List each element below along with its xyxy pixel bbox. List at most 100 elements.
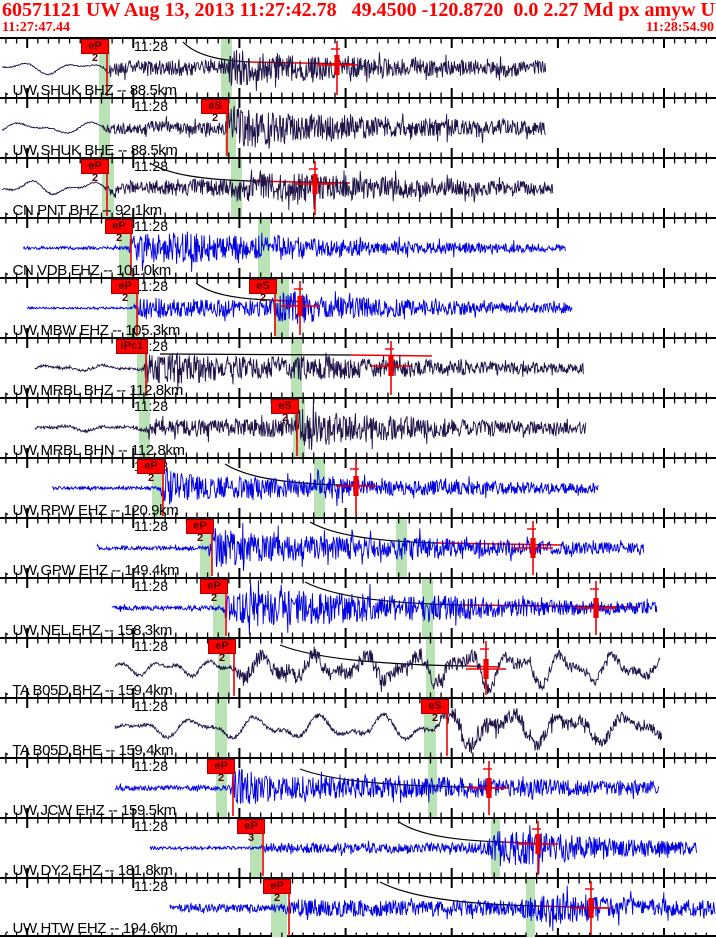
pick-label[interactable]: eP 2 (81, 159, 109, 184)
trace-panel[interactable]: 11:28 . UW SHUK BHE -- 88.5km eS 2 (0, 97, 716, 158)
waveform-plot[interactable] (0, 699, 716, 757)
waveform-trace[interactable] (51, 467, 599, 507)
trace-panel[interactable]: 11:28 . UW JCW EHZ -- 159.5km eP 2 (0, 757, 716, 818)
minute-label: 11:28 (134, 398, 168, 414)
time-tick-marks (5, 212, 708, 217)
coda-duration-marker[interactable] (576, 581, 616, 635)
waveform-trace[interactable] (114, 769, 660, 805)
trace-panel[interactable]: 11:28 . UW GPW EHZ -- 149.4km eP 2 (0, 517, 716, 578)
pick-label[interactable]: eP 2 (186, 519, 214, 544)
pick-window-band[interactable] (139, 399, 150, 457)
trace-panel-list: 11:28. UW SHUK BHZ -- 88.5km eP 2 11:28. U… (0, 37, 716, 937)
coda-duration-marker[interactable] (295, 161, 335, 215)
pick-label[interactable]: eP 2 (263, 879, 291, 904)
waveform-trace[interactable] (96, 522, 645, 571)
waveform-trace[interactable] (114, 646, 661, 694)
coda-duration-marker[interactable] (469, 761, 509, 815)
waveform-plot[interactable] (0, 219, 716, 277)
pick-label[interactable]: eP 2 (111, 279, 139, 304)
time-tick-marks (26, 868, 665, 877)
waveform-trace[interactable] (114, 707, 663, 754)
waveform-trace[interactable] (169, 885, 716, 931)
trace-panel[interactable]: 11:28. UW MRBL BHZ -- 112.8km iPc1 (0, 337, 716, 398)
coda-duration-marker[interactable] (571, 881, 611, 935)
waveform-plot[interactable] (0, 519, 716, 577)
coda-duration-marker[interactable] (371, 341, 411, 395)
coda-duration-marker[interactable] (317, 41, 357, 95)
pick-label[interactable]: eS 2 (249, 279, 277, 304)
minute-label: 11:28 (134, 758, 168, 774)
waveform-trace[interactable] (111, 580, 658, 635)
station-label: . UW HTW EHZ -- 194.6km (5, 920, 178, 937)
trace-panel[interactable]: 11:28 . UW MBW EHZ -- 105.3km eP 2 eS 2 (0, 277, 716, 338)
minute-label: 11:28 (134, 518, 168, 534)
pick-window-band[interactable] (216, 759, 227, 817)
pick-label[interactable]: eS 2 (421, 699, 449, 724)
coda-decay-curve (195, 282, 271, 301)
pick-label[interactable]: eP 2 (208, 639, 236, 664)
trace-panel[interactable]: 11:28 . CN VDB EHZ -- 101.0km eP 2 (0, 217, 716, 279)
coda-duration-marker[interactable] (513, 521, 553, 575)
coda-duration-marker[interactable] (280, 281, 320, 335)
time-tick-marks (26, 208, 665, 217)
waveform-plot[interactable] (0, 759, 716, 817)
time-tick-marks (5, 339, 708, 344)
pick-window-band[interactable] (99, 39, 110, 97)
waveform-plot[interactable] (0, 399, 716, 457)
trace-panel[interactable]: 11:28 . UW NEL EHZ -- 158.3km eP 2 (0, 577, 716, 638)
coda-duration-marker[interactable] (336, 461, 376, 515)
time-tick-marks (5, 152, 708, 157)
pick-label[interactable]: iPc1 (116, 339, 148, 354)
pick-label[interactable]: eS 2 (271, 399, 299, 424)
pick-label[interactable]: eS 2 (201, 99, 229, 124)
coda-decay-curve (159, 353, 351, 356)
waveform-trace[interactable] (149, 825, 698, 875)
time-tick-marks (5, 512, 708, 517)
trace-panel[interactable]: 11:28 . UW HTW EHZ -- 194.6km eP 2 (0, 877, 716, 937)
pick-label[interactable]: eP 3 (237, 819, 265, 844)
coda-duration-marker[interactable] (518, 821, 558, 875)
pick-window-band[interactable] (426, 639, 435, 697)
waveform-plot[interactable] (0, 99, 716, 157)
time-tick-marks (5, 692, 708, 697)
time-tick-marks (5, 159, 708, 164)
waveform-plot[interactable] (0, 579, 716, 637)
waveform-plot[interactable] (0, 39, 716, 97)
pick-label[interactable]: eP 2 (200, 579, 228, 604)
waveform-trace[interactable] (1, 169, 554, 211)
trace-panel[interactable]: 11:28 . TA B05D,BHZ -- 159.4km eP 2 (0, 637, 716, 698)
waveform-trace[interactable] (34, 400, 587, 451)
time-tick-marks (5, 819, 708, 824)
pick-window-band[interactable] (291, 339, 302, 397)
trace-panel[interactable]: 11:28 . CN PNT BHZ -- 92.1km eP 2 (0, 157, 716, 218)
waveform-plot[interactable] (0, 159, 716, 217)
waveform-plot[interactable] (0, 459, 716, 517)
trace-panel[interactable]: 11:28 . UW DY2 EHZ -- 181.8km eP 3 (0, 817, 716, 878)
waveform-trace[interactable] (1, 105, 546, 149)
window-start-time: 11:27:47.44 (2, 20, 71, 35)
waveform-trace[interactable] (22, 231, 566, 272)
trace-panel[interactable]: 11:28 . UW MRBL BHN -- 112.8km eS 2 (0, 397, 716, 458)
minute-label: 11:28 (134, 38, 168, 54)
station-label: . CN VDB EHZ -- 101.0km (5, 262, 171, 279)
waveform-trace[interactable] (34, 351, 584, 391)
time-tick-marks (26, 639, 665, 648)
trace-panel[interactable]: 11:28 . TA B05D,BHE -- 159.4km eS 2 (0, 697, 716, 758)
waveform-trace[interactable] (1, 49, 547, 91)
time-tick-marks (26, 159, 665, 168)
station-label: . UW RPW EHZ -- 120.9km (5, 502, 179, 519)
coda-duration-marker[interactable] (466, 641, 506, 695)
waveform-plot[interactable] (0, 279, 716, 337)
pick-label[interactable]: eP 2 (105, 219, 133, 244)
pick-label[interactable]: eP 2 (137, 459, 165, 484)
pick-window-band[interactable] (225, 99, 236, 157)
pick-label[interactable]: eP 2 (81, 39, 109, 64)
pick-window-band[interactable] (274, 279, 289, 337)
trace-panel[interactable]: 11:28 . UW SHUK BHZ -- 88.5km eP 2 (0, 37, 716, 98)
event-header: 60571121 UW Aug 13, 2013 11:27:42.78 49.… (0, 0, 716, 37)
pick-label[interactable]: eP 2 (207, 759, 235, 784)
time-tick-marks (26, 748, 665, 757)
time-tick-marks (5, 99, 708, 104)
time-tick-marks (26, 928, 665, 937)
